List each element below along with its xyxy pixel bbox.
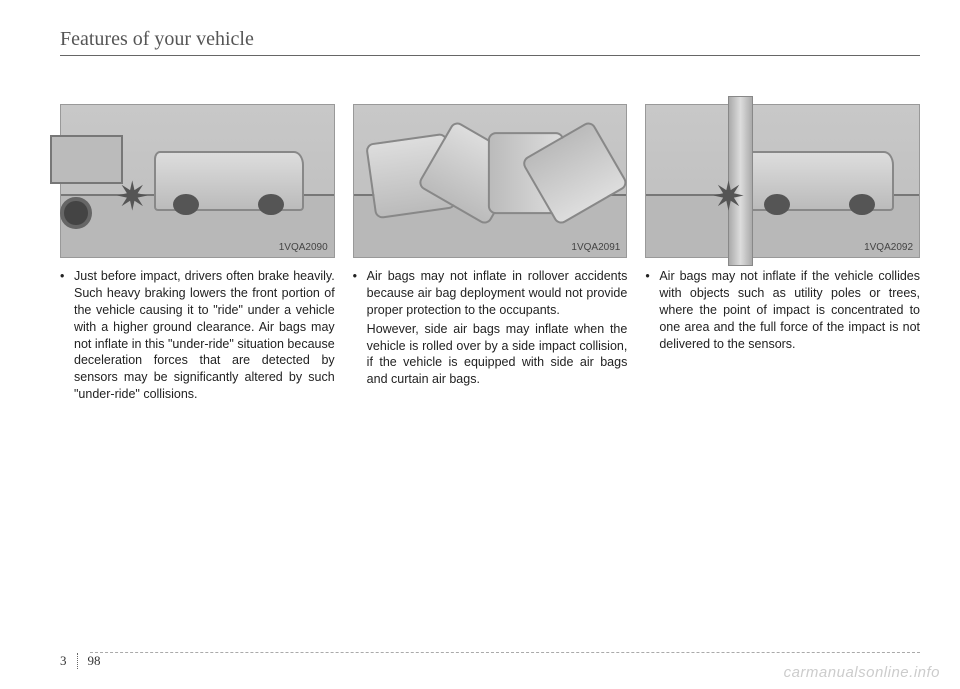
- section-title: Features of your vehicle: [60, 28, 254, 51]
- bullet-text: Just before impact, drivers often brake …: [74, 268, 335, 403]
- watermark: carmanualsonline.info: [784, 664, 940, 681]
- impact-star-icon: ✷: [116, 177, 150, 217]
- figure-rollover: 1VQA2091: [353, 104, 628, 258]
- bullet-text: Air bags may not inflate in rollover acc…: [367, 268, 628, 388]
- figure-code: 1VQA2092: [864, 242, 913, 253]
- chapter-number: 3: [60, 653, 78, 669]
- figure-pole: ✷ 1VQA2092: [645, 104, 920, 258]
- bullet-underride: • Just before impact, drivers often brak…: [60, 268, 335, 403]
- figure-code: 1VQA2090: [279, 242, 328, 253]
- suv-front: [745, 151, 895, 212]
- figure-code: 1VQA2091: [571, 242, 620, 253]
- page-footer: 3 98: [60, 653, 101, 669]
- figure-underride: ✷ 1VQA2090: [60, 104, 335, 258]
- bullet-marker: •: [645, 268, 659, 352]
- manual-page: Features of your vehicle ✷ 1VQA2090 • Ju…: [0, 0, 960, 689]
- bullet-pole: • Air bags may not inflate if the vehicl…: [645, 268, 920, 352]
- impact-star-icon: ✷: [712, 177, 746, 217]
- column-1: ✷ 1VQA2090 • Just before impact, drivers…: [60, 104, 335, 403]
- bullet-rollover: • Air bags may not inflate in rollover a…: [353, 268, 628, 388]
- content-columns: ✷ 1VQA2090 • Just before impact, drivers…: [60, 104, 920, 403]
- truck-wheel: [60, 197, 91, 229]
- footer-rule: [90, 652, 920, 653]
- page-number: 98: [78, 653, 101, 669]
- suv-side: [154, 151, 304, 212]
- bullet-text-p2: However, side air bags may inflate when …: [367, 321, 628, 389]
- bullet-text: Air bags may not inflate if the vehicle …: [659, 268, 920, 352]
- column-3: ✷ 1VQA2092 • Air bags may not inflate if…: [645, 104, 920, 403]
- column-2: 1VQA2091 • Air bags may not inflate in r…: [353, 104, 628, 403]
- bullet-marker: •: [60, 268, 74, 403]
- truck-bed: [50, 135, 123, 183]
- page-header: Features of your vehicle: [60, 28, 920, 56]
- bullet-text-p1: Air bags may not inflate in rollover acc…: [367, 269, 628, 317]
- bullet-marker: •: [353, 268, 367, 388]
